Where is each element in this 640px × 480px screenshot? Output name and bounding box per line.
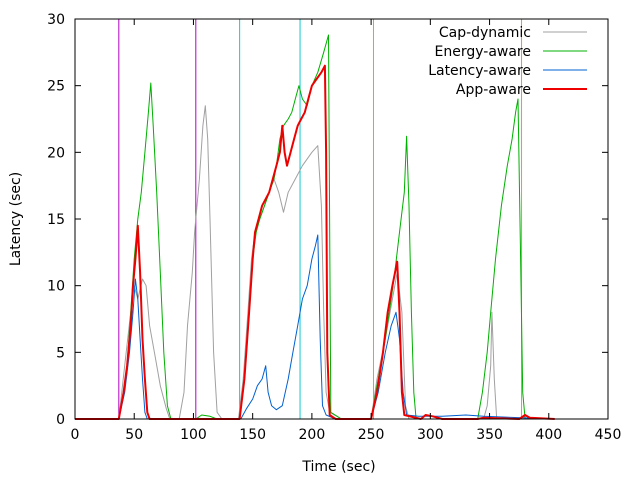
y-tick-label: 0: [56, 412, 65, 428]
series-line: [75, 34, 555, 420]
series-lines: [75, 34, 555, 420]
x-tick-label: 0: [71, 427, 80, 443]
y-tick-label: 30: [47, 12, 65, 28]
legend: Cap-dynamic Energy-aware Latency-aware App-…: [428, 25, 587, 98]
y-axis-title: Latency (sec): [8, 172, 24, 266]
x-axis-title: Time (sec): [301, 459, 375, 475]
y-tick-label: 20: [47, 145, 65, 161]
series-line: [75, 234, 555, 420]
vertical-marker-lines: [118, 19, 523, 419]
x-tick-label: 100: [180, 427, 207, 443]
x-tick-label: 150: [239, 427, 266, 443]
x-tick-label: 250: [358, 427, 385, 443]
y-tick-label: 25: [47, 79, 65, 95]
series-line: [75, 105, 555, 420]
axis-ticks: 0 50 100 150 200 250 300 350 400 450 0 5 10 15 20 25 30: [47, 12, 621, 443]
legend-label: Latency-aware: [428, 63, 531, 79]
plot-frame: [74, 18, 609, 420]
x-tick-label: 400: [535, 427, 562, 443]
legend-label: Energy-aware: [435, 44, 532, 60]
series-line: [75, 64, 555, 420]
x-tick-label: 450: [595, 427, 622, 443]
legend-label: Cap-dynamic: [439, 25, 531, 41]
y-tick-label: 15: [47, 212, 65, 228]
legend-label: App-aware: [456, 82, 531, 98]
x-tick-label: 300: [417, 427, 444, 443]
x-tick-label: 200: [299, 427, 326, 443]
y-tick-label: 5: [56, 345, 65, 361]
y-tick-label: 10: [47, 279, 65, 295]
x-tick-label: 350: [476, 427, 503, 443]
x-tick-label: 50: [125, 427, 143, 443]
